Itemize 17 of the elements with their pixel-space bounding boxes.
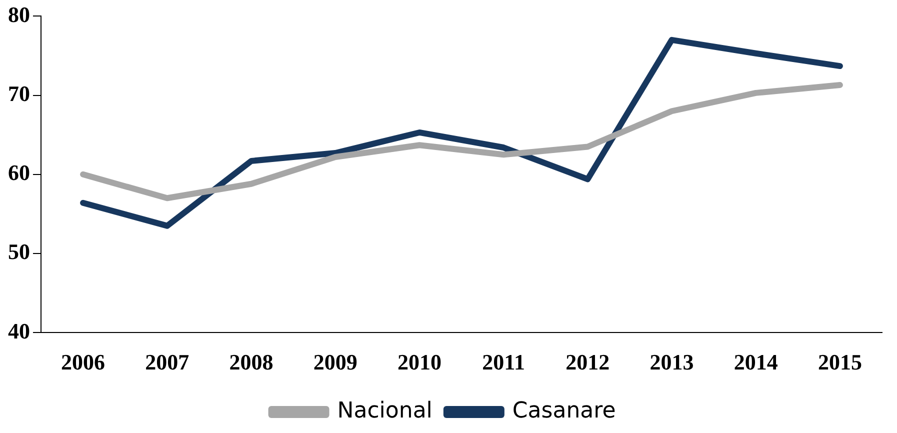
y-tick-label: 80: [8, 2, 30, 27]
x-tick-label: 2013: [650, 349, 694, 374]
x-tick-label: 2015: [818, 349, 862, 374]
y-tick-label: 60: [8, 160, 30, 186]
x-tick-label: 2014: [734, 349, 778, 374]
y-tick-label: 50: [8, 239, 30, 264]
x-tick-label: 2010: [397, 349, 442, 374]
y-tick-label: 70: [8, 80, 30, 106]
x-tick-label: 2008: [229, 349, 274, 374]
legend-label: Casanare: [512, 398, 616, 424]
x-tick-label: 2009: [313, 349, 358, 374]
x-tick-label: 2007: [145, 349, 190, 374]
legend-label: Nacional: [337, 398, 432, 424]
x-tick-label: 2006: [61, 349, 106, 374]
x-tick-label: 2012: [566, 349, 610, 374]
y-tick-label: 40: [8, 318, 30, 344]
x-tick-label: 2011: [482, 349, 525, 374]
